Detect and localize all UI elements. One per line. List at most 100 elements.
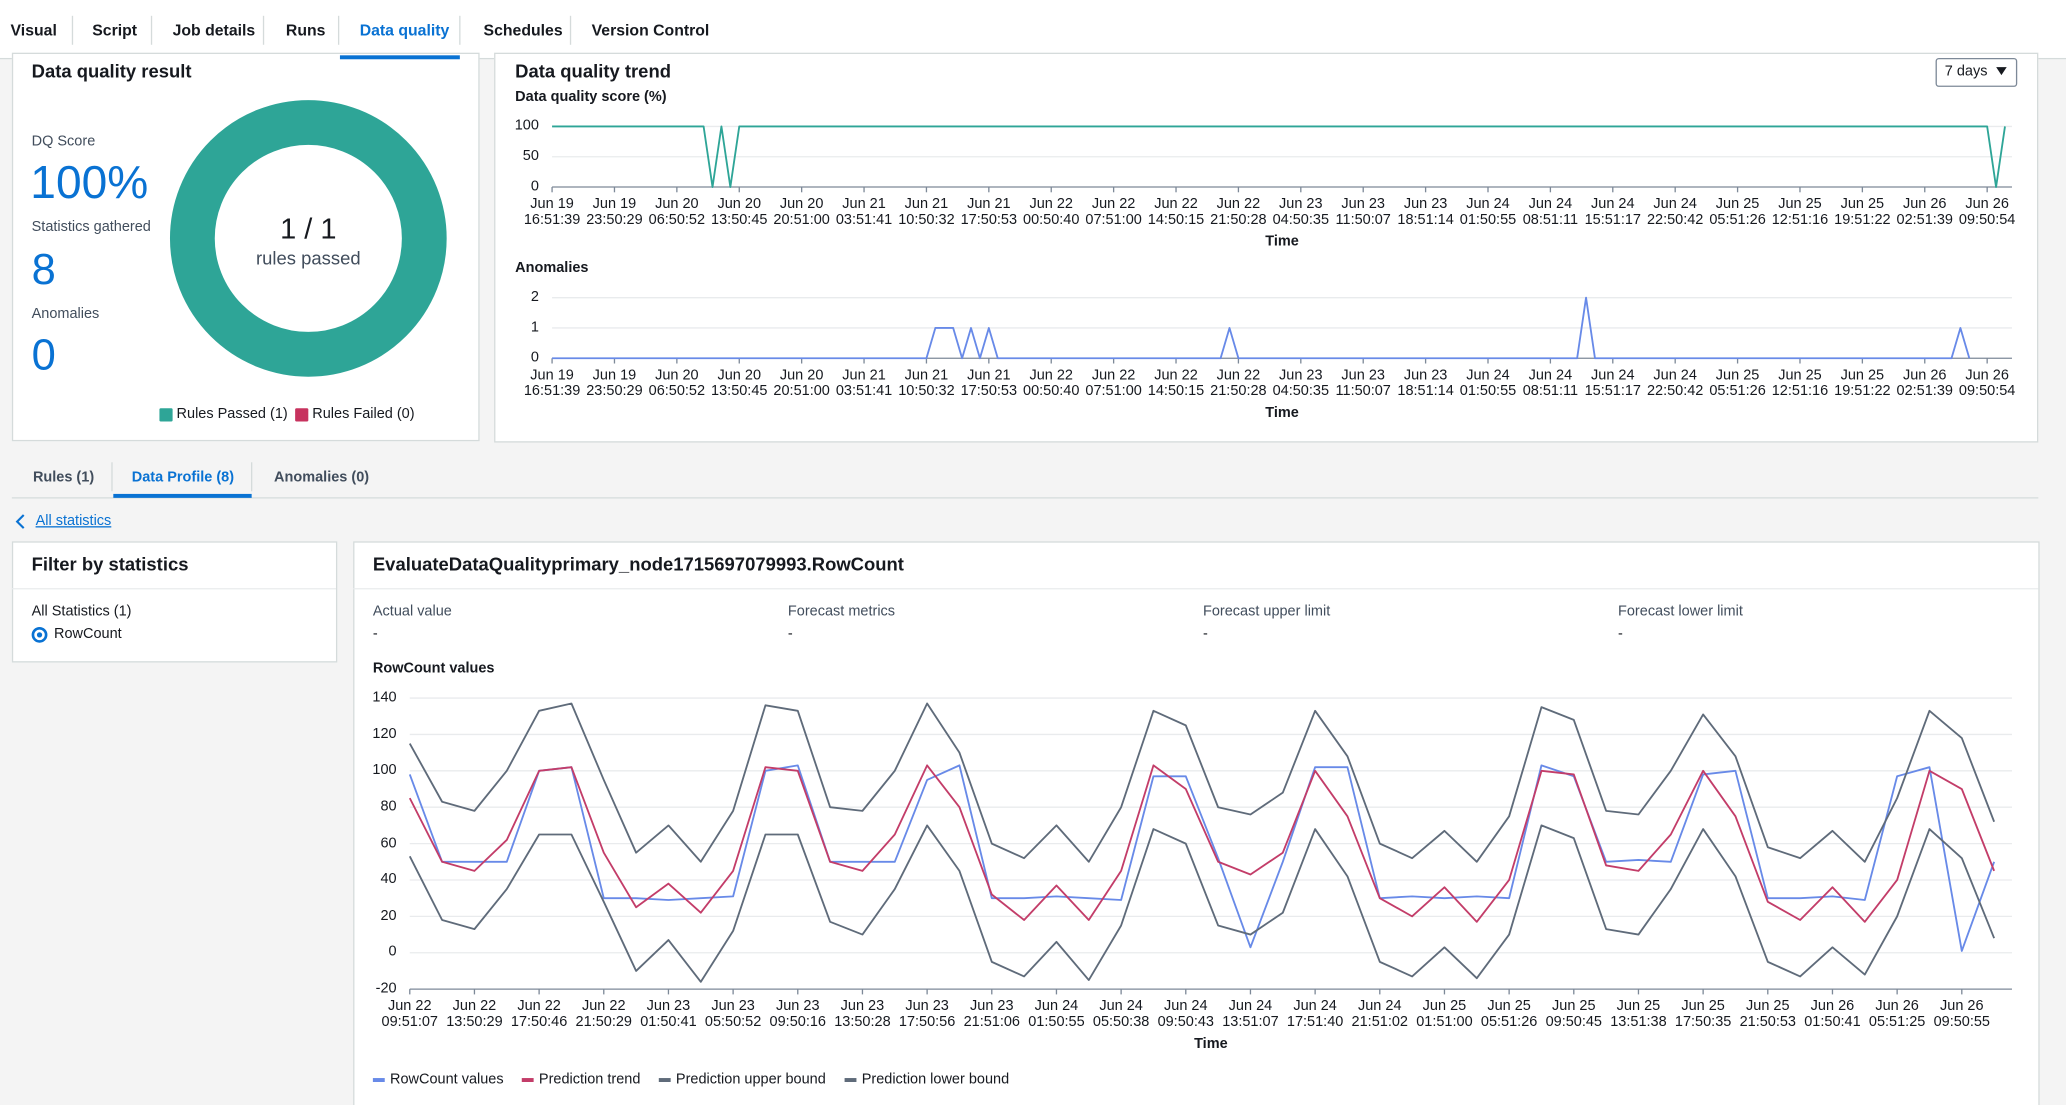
- dq-score: 100%: [30, 157, 149, 209]
- legend-label: Prediction lower bound: [861, 1071, 1010, 1088]
- filter-option[interactable]: RowCount: [54, 626, 122, 643]
- y-tick-label: 50: [522, 148, 539, 164]
- tab[interactable]: Runs: [285, 21, 326, 40]
- metric-value: -: [1202, 626, 1208, 643]
- metric-value: -: [372, 626, 378, 643]
- label: Statistics gathered: [31, 219, 151, 236]
- y-tick-label: 40: [380, 871, 397, 888]
- back-chevron[interactable]: [15, 514, 25, 529]
- panel-title: Data quality result: [31, 60, 192, 82]
- metric-value: -: [787, 626, 793, 643]
- chart-title: Data quality score (%): [515, 88, 667, 105]
- y-tick-label: 0: [388, 944, 397, 961]
- x-tick-label: Jun 22 07:51:00: [1085, 196, 1142, 228]
- label: Anomalies: [31, 306, 100, 323]
- sub-tab[interactable]: Data Profile (8): [131, 469, 235, 486]
- x-tick-label: Jun 23 09:50:16: [769, 998, 826, 1030]
- y-tick-label: 60: [380, 835, 397, 851]
- legend-label: Prediction trend: [538, 1071, 641, 1088]
- x-tick-label: Jun 23 01:50:41: [640, 998, 697, 1030]
- x-tick-label: Jun 24 05:50:38: [1092, 998, 1150, 1030]
- x-axis-title: Time: [1194, 1035, 1228, 1052]
- y-tick-label: 120: [372, 725, 397, 742]
- x-tick-label: Jun 20 20:51:00: [773, 367, 830, 400]
- panel-title: Data quality trend: [515, 60, 671, 82]
- donut-center-label: rules passed: [256, 247, 361, 269]
- sub-tab[interactable]: Anomalies (0): [274, 469, 370, 486]
- x-tick-label: Jun 23 04:50:35: [1272, 367, 1330, 400]
- select-value[interactable]: 7 days: [1944, 63, 1988, 80]
- x-tick-label: Jun 24 08:51:11: [1522, 196, 1579, 228]
- x-tick-label: Jun 26 01:50:41: [1804, 998, 1861, 1030]
- x-tick-label: Jun 25 05:51:26: [1709, 367, 1766, 400]
- x-tick-label: Jun 25 05:51:26: [1709, 196, 1766, 228]
- x-tick-label: Jun 22 14:50:15: [1147, 196, 1205, 228]
- x-tick-label: Jun 24 22:50:42: [1646, 196, 1704, 228]
- chart-title: Anomalies: [515, 260, 589, 276]
- x-tick-label: Jun 22 09:51:07: [381, 998, 438, 1030]
- x-tick-label: Jun 23 11:50:07: [1335, 196, 1391, 228]
- legend-label: Rules Passed (1): [176, 406, 288, 423]
- metric-label: Forecast metrics: [787, 603, 896, 620]
- x-tick-label: Jun 24 09:50:43: [1157, 998, 1214, 1030]
- y-tick-label: 100: [514, 117, 539, 134]
- filter-group: All Statistics (1): [31, 603, 132, 620]
- tab[interactable]: Job details: [172, 21, 256, 40]
- x-tick-label: Jun 25 21:50:53: [1739, 998, 1797, 1030]
- panel-title: Filter by statistics: [31, 553, 189, 575]
- x-tick-label: Jun 24 15:51:17: [1584, 367, 1641, 400]
- y-tick-label: 20: [380, 907, 397, 924]
- tab[interactable]: Data quality: [359, 21, 450, 40]
- x-tick-label: Jun 23 13:50:28: [834, 998, 891, 1030]
- x-tick-label: Jun 25 01:51:00: [1416, 998, 1473, 1030]
- series-line: [408, 702, 1995, 863]
- legend-swatch: [295, 408, 309, 422]
- series-line: [408, 764, 1995, 923]
- metric-label: Forecast lower limit: [1618, 603, 1743, 620]
- x-tick-label: Jun 22 21:50:28: [1210, 367, 1267, 400]
- tab-underline: [113, 493, 252, 498]
- donut-segment: [169, 100, 447, 377]
- x-tick-label: Jun 23 04:50:35: [1272, 196, 1330, 228]
- x-tick-label: Jun 24 01:50:55: [1459, 367, 1517, 400]
- x-tick-label: Jun 23 11:50:07: [1335, 367, 1391, 400]
- tab[interactable]: Visual: [10, 21, 57, 40]
- x-tick-label: Jun 23 18:51:14: [1397, 196, 1454, 228]
- x-tick-label: Jun 20 13:50:45: [711, 196, 768, 228]
- x-tick-label: Jun 26 09:50:55: [1933, 998, 1990, 1030]
- filter-panel: [11, 541, 338, 663]
- sub-tab[interactable]: Rules (1): [32, 469, 95, 486]
- x-tick-label: Jun 19 23:50:29: [586, 367, 643, 400]
- x-tick-label: Jun 25 12:51:16: [1771, 196, 1829, 228]
- x-tick-label: Jun 24 21:51:02: [1351, 998, 1408, 1030]
- x-tick-label: Jun 24 01:50:55: [1459, 196, 1517, 228]
- x-tick-label: Jun 20 13:50:45: [711, 367, 768, 400]
- legend-label: Rules Failed (0): [312, 406, 415, 423]
- back-link[interactable]: All statistics: [35, 513, 112, 529]
- y-tick-label: 1: [530, 319, 539, 336]
- series-line: [408, 764, 1996, 952]
- x-tick-label: Jun 25 12:51:16: [1771, 367, 1829, 400]
- x-tick-label: Jun 20 20:51:00: [773, 196, 830, 228]
- x-tick-label: Jun 22 13:50:29: [446, 998, 503, 1030]
- y-tick-label: 100: [372, 762, 397, 779]
- legend-label: Prediction upper bound: [675, 1071, 826, 1088]
- y-tick-label: 2: [530, 289, 539, 305]
- x-tick-label: Jun 24 15:51:17: [1584, 196, 1641, 228]
- select-box[interactable]: [1935, 57, 2018, 87]
- series-line: [552, 125, 2006, 188]
- x-tick-label: Jun 23 18:51:14: [1397, 367, 1454, 400]
- tab[interactable]: Script: [92, 21, 138, 40]
- tab[interactable]: Version Control: [591, 21, 710, 40]
- x-tick-label: Jun 24 17:51:40: [1286, 998, 1344, 1030]
- x-tick-label: Jun 21 17:50:53: [960, 196, 1018, 228]
- metric-label: Forecast upper limit: [1202, 603, 1331, 620]
- x-tick-label: Jun 25 19:51:22: [1834, 196, 1891, 228]
- x-tick-label: Jun 26 09:50:54: [1958, 367, 2016, 400]
- tab[interactable]: Schedules: [483, 21, 563, 40]
- x-tick-label: Jun 21 17:50:53: [960, 367, 1018, 400]
- y-tick-label: 140: [372, 689, 397, 706]
- x-tick-label: Jun 22 00:50:40: [1023, 367, 1080, 400]
